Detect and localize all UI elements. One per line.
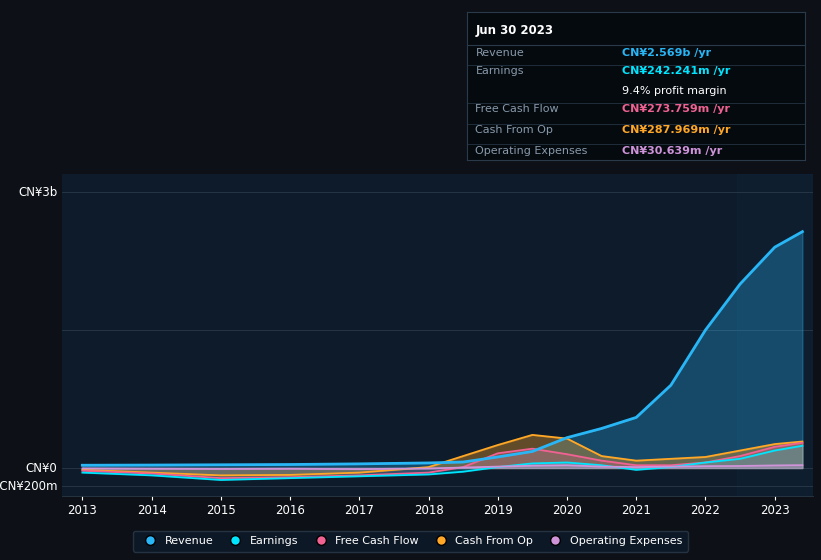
Text: CN¥2.569b /yr: CN¥2.569b /yr xyxy=(622,48,712,58)
Text: Free Cash Flow: Free Cash Flow xyxy=(475,105,559,114)
Text: Jun 30 2023: Jun 30 2023 xyxy=(475,24,553,37)
Text: Earnings: Earnings xyxy=(475,66,524,76)
Bar xyxy=(736,174,813,496)
Text: Operating Expenses: Operating Expenses xyxy=(475,146,588,156)
Text: -CN¥200m: -CN¥200m xyxy=(0,480,57,493)
Text: CN¥242.241m /yr: CN¥242.241m /yr xyxy=(622,66,731,76)
Text: Cash From Op: Cash From Op xyxy=(475,125,553,135)
Text: CN¥287.969m /yr: CN¥287.969m /yr xyxy=(622,125,731,135)
Text: CN¥273.759m /yr: CN¥273.759m /yr xyxy=(622,105,731,114)
Text: CN¥30.639m /yr: CN¥30.639m /yr xyxy=(622,146,722,156)
Legend: Revenue, Earnings, Free Cash Flow, Cash From Op, Operating Expenses: Revenue, Earnings, Free Cash Flow, Cash … xyxy=(133,530,688,552)
Text: CN¥3b: CN¥3b xyxy=(18,185,57,198)
Text: CN¥0: CN¥0 xyxy=(25,461,57,474)
Text: Revenue: Revenue xyxy=(475,48,524,58)
Text: 9.4% profit margin: 9.4% profit margin xyxy=(622,86,727,96)
